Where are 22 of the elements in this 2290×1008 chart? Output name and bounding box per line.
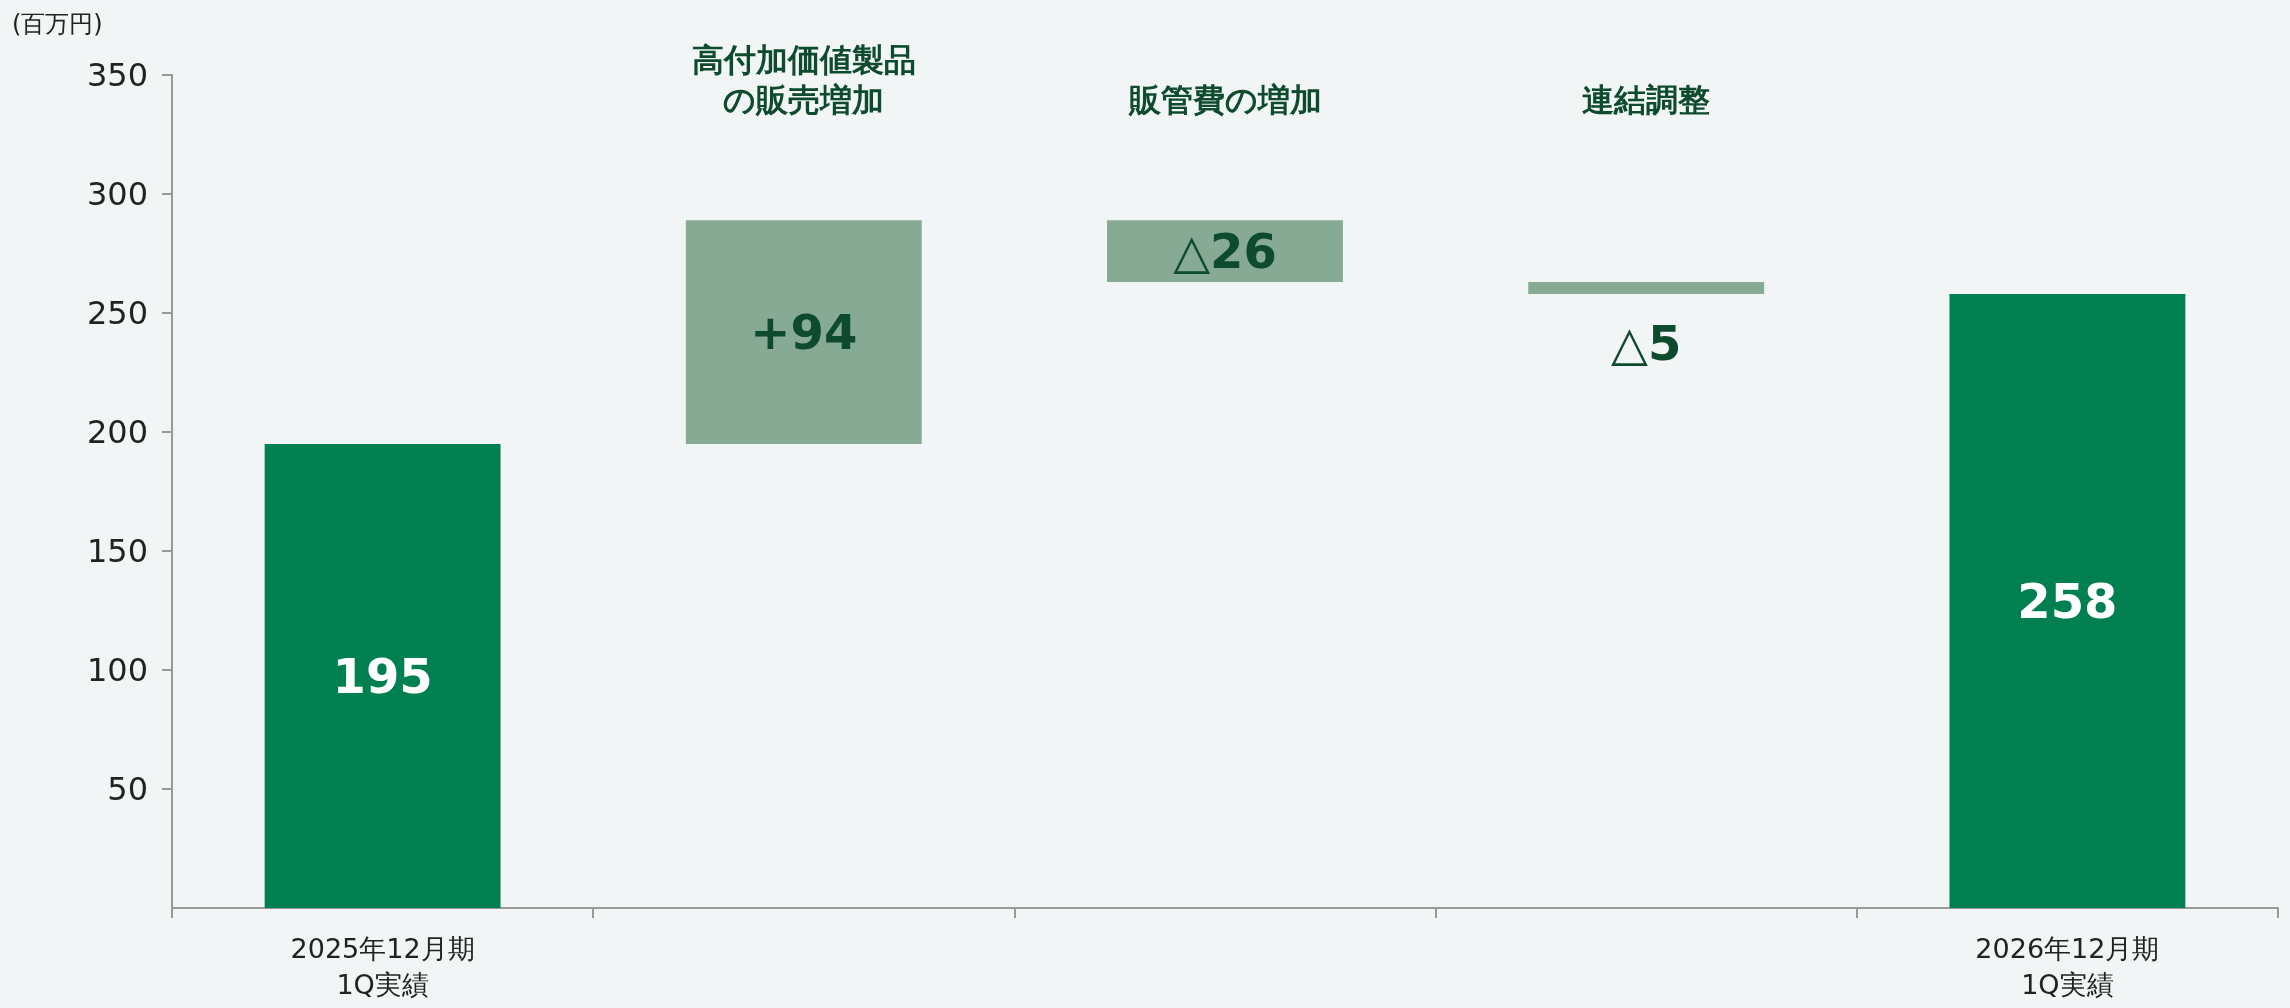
x-tick-label: 高付加価値製品の販売増加 [691,41,916,119]
bar [685,220,922,444]
x-tick-label: 販管費の増加 [1127,81,1322,119]
x-tick-label: 連結調整 [1582,81,1711,119]
x-tick-label: 2025年12月期1Q実績 [290,932,475,1000]
y-tick-label: 300 [86,175,148,213]
y-tick-label: 250 [86,294,148,332]
y-tick-label: 350 [86,56,148,94]
bar [264,443,501,908]
y-tick-label: 150 [86,532,148,570]
y-tick-label: 50 [107,770,148,808]
y-axis-title: (百万円) [12,10,103,38]
x-tick-label: 2026年12月期1Q実績 [1975,932,2160,1000]
data-label: +94 [750,304,858,361]
data-label: 258 [2017,572,2118,629]
data-label: △5 [1611,314,1682,371]
data-label: 195 [332,647,433,704]
y-tick-label: 200 [86,413,148,451]
bar [1528,282,1765,294]
bar [1949,293,2186,908]
data-label: △26 [1173,223,1277,280]
y-tick-label: 100 [86,651,148,689]
